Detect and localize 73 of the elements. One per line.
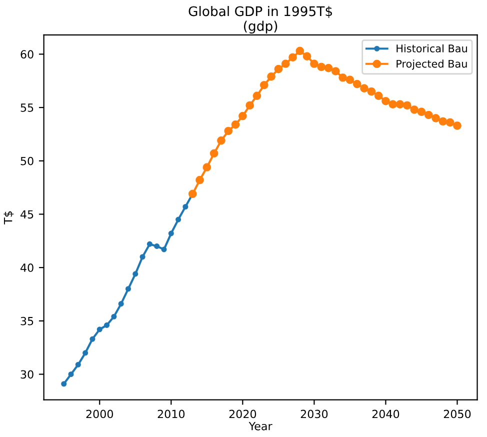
- point: [168, 230, 174, 236]
- legend-label: Projected Bau: [396, 60, 467, 70]
- point: [360, 84, 368, 92]
- point: [238, 112, 247, 120]
- point: [288, 53, 297, 62]
- x-tick-label: 2050: [444, 410, 471, 418]
- point: [388, 100, 398, 108]
- point: [324, 64, 333, 72]
- point: [146, 241, 152, 247]
- point: [346, 76, 354, 84]
- point: [182, 204, 188, 210]
- x-tick-label: 2000: [86, 410, 114, 418]
- y-axis-title: T$: [4, 211, 14, 224]
- point: [396, 100, 404, 108]
- point: [453, 121, 462, 130]
- point: [267, 72, 276, 81]
- y-tick-label: 30: [20, 370, 34, 379]
- point: [161, 246, 167, 252]
- legend-label: Historical Bau: [396, 44, 467, 52]
- y-tick-label: 40: [20, 264, 34, 272]
- point: [424, 110, 433, 120]
- point: [125, 286, 132, 292]
- point: [231, 120, 240, 129]
- point: [446, 118, 454, 127]
- point: [82, 350, 88, 356]
- point: [140, 254, 146, 260]
- point: [374, 92, 383, 100]
- point: [417, 108, 426, 116]
- point: [132, 271, 138, 277]
- point: [61, 381, 67, 387]
- x-tick-label: 2030: [300, 410, 328, 418]
- point: [302, 52, 312, 60]
- point: [352, 80, 362, 88]
- point: [210, 149, 218, 158]
- point: [432, 114, 440, 122]
- point: [176, 216, 182, 222]
- point: [281, 60, 290, 68]
- y-tick-label: 55: [20, 104, 34, 112]
- point: [403, 101, 412, 110]
- point: [367, 87, 376, 96]
- point: [217, 136, 226, 145]
- point: [104, 322, 110, 328]
- y-tick-label: 60: [20, 50, 34, 59]
- point: [252, 92, 262, 100]
- point: [196, 176, 204, 184]
- point: [154, 243, 160, 249]
- point: [296, 46, 304, 56]
- point: [118, 301, 124, 307]
- point: [246, 101, 254, 110]
- x-tick-label: 2020: [229, 410, 256, 418]
- point: [96, 326, 102, 332]
- x-axis-title: Year: [248, 422, 272, 430]
- point: [410, 105, 418, 114]
- point: [382, 96, 390, 106]
- point: [274, 64, 283, 74]
- x-tick-label: 2010: [158, 410, 185, 418]
- point: [68, 371, 74, 378]
- point: [260, 80, 268, 90]
- y-tick-label: 45: [20, 210, 34, 219]
- point: [317, 62, 326, 72]
- x-tick-label: 2040: [372, 410, 400, 418]
- point: [438, 117, 448, 126]
- point: [338, 73, 347, 82]
- point: [224, 126, 233, 136]
- point: [310, 60, 318, 68]
- y-tick-label: 50: [20, 156, 34, 166]
- point: [90, 336, 96, 342]
- point: [202, 163, 212, 172]
- point: [111, 314, 117, 320]
- chart-title: Global GDP in 1995T$ (gdp): [188, 6, 332, 34]
- point: [75, 362, 81, 368]
- point: [331, 67, 340, 76]
- y-tick-label: 35: [20, 316, 34, 326]
